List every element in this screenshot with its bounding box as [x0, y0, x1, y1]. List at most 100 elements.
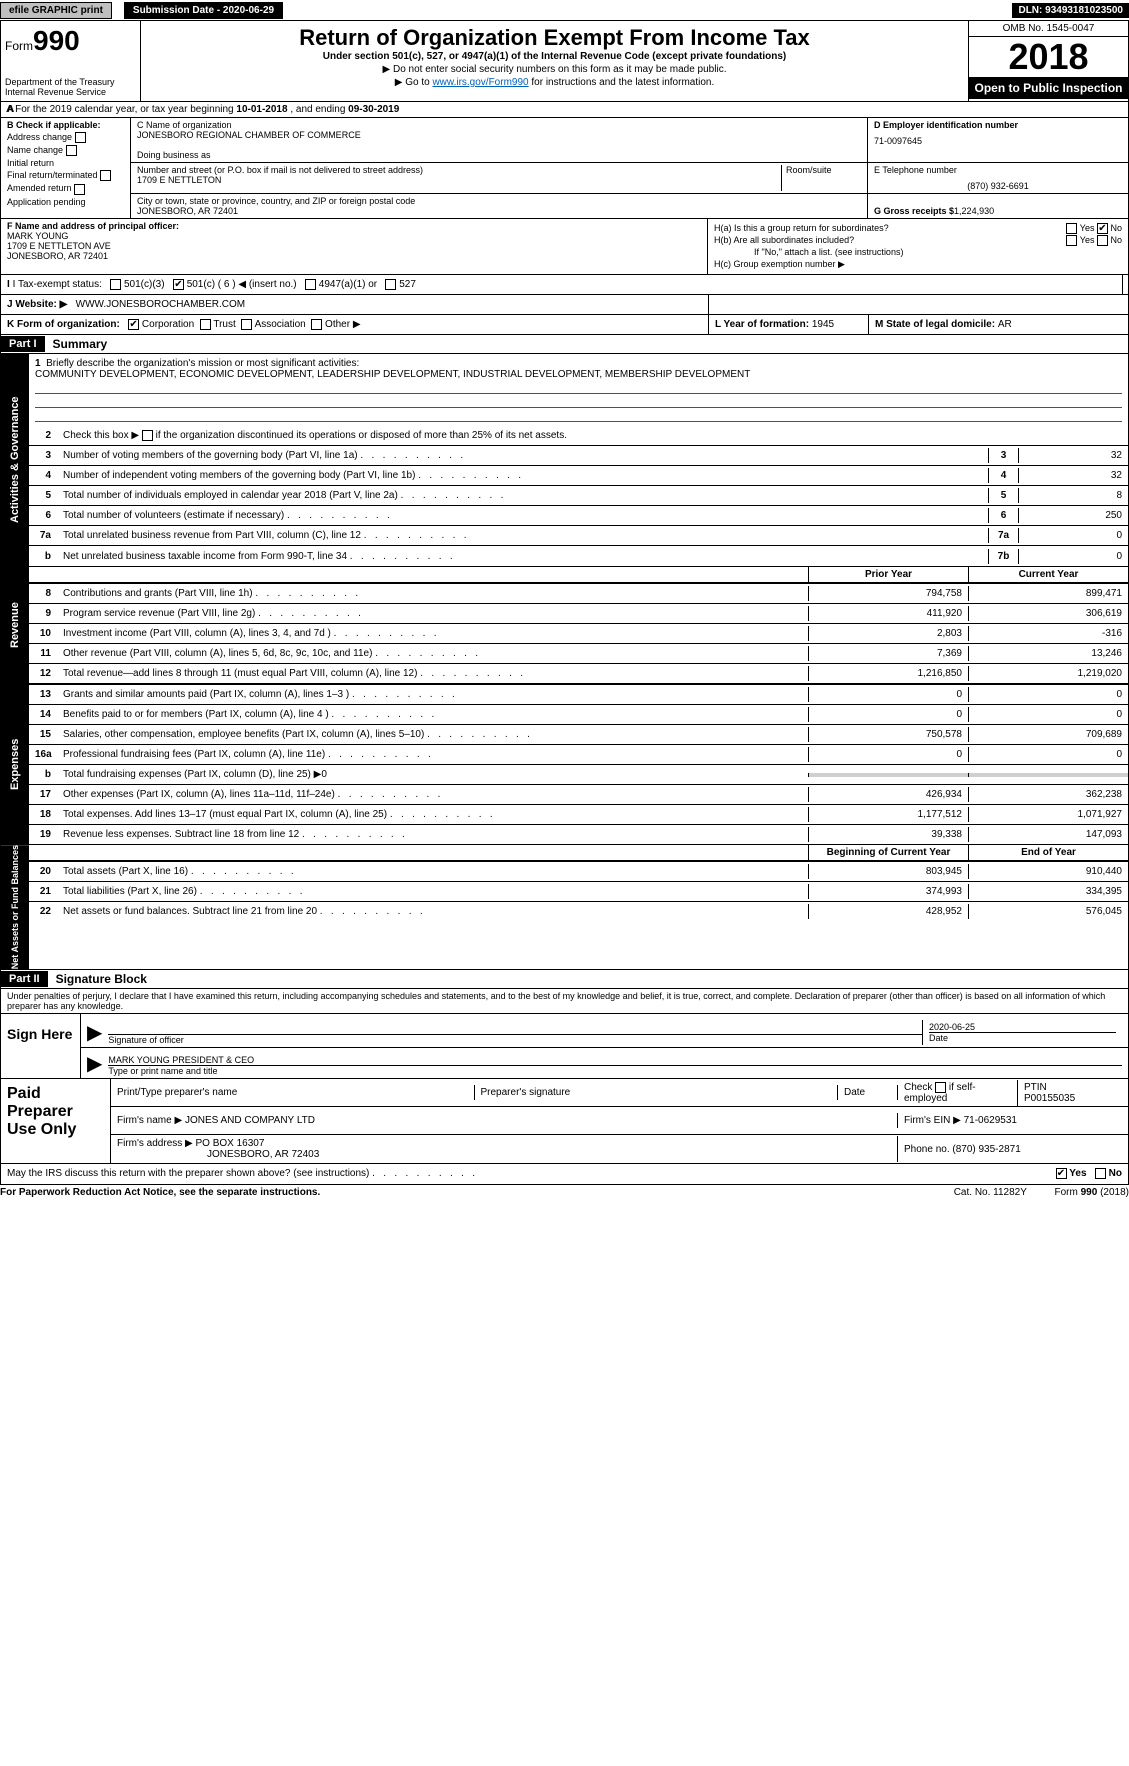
netassets-block: Net Assets or Fund Balances Beginning of… [0, 845, 1129, 970]
form-header: Form990 Department of the Treasury Inter… [0, 20, 1129, 102]
form990-link[interactable]: www.irs.gov/Form990 [432, 77, 528, 88]
paperwork-notice: For Paperwork Reduction Act Notice, see … [0, 1187, 320, 1198]
line-12: 12Total revenue—add lines 8 through 11 (… [29, 663, 1128, 683]
room-suite-label: Room/suite [781, 165, 861, 191]
chk-amended-return[interactable]: Amended return [7, 183, 124, 194]
mission-text: COMMUNITY DEVELOPMENT, ECONOMIC DEVELOPM… [35, 369, 1122, 380]
opt-trust[interactable]: Trust [213, 319, 235, 330]
line-20: 20Total assets (Part X, line 16)803,9459… [29, 861, 1128, 881]
ssn-warning: ▶ Do not enter social security numbers o… [145, 64, 964, 75]
gross-receipts-label: G Gross receipts $ [874, 206, 954, 216]
phone-value: (870) 932-6691 [874, 181, 1122, 191]
opt-501c[interactable]: 501(c) ( 6 ) ◀ (insert no.) [187, 279, 297, 290]
chk-application-pending[interactable]: Application pending [7, 197, 124, 207]
gross-receipts-value: 1,224,930 [954, 206, 994, 216]
city-value: JONESBORO, AR 72401 [137, 206, 861, 216]
line-14: 14Benefits paid to or for members (Part … [29, 704, 1128, 724]
tax-year-row: AA For the 2019 calendar year, or tax ye… [0, 102, 1129, 118]
firm-address: Firm's address ▶ PO BOX 16307 [117, 1138, 891, 1149]
chk-address-change[interactable]: Address change [7, 132, 124, 143]
discontinued-check: Check this box ▶ if the organization dis… [57, 428, 1128, 443]
prep-date-hdr: Date [838, 1085, 898, 1100]
ein-label: D Employer identification number [874, 120, 1018, 130]
opt-association[interactable]: Association [255, 319, 306, 330]
discuss-no-check[interactable] [1095, 1168, 1106, 1179]
part-i-header: Part I Summary [0, 335, 1129, 354]
line-11: 11Other revenue (Part VIII, column (A), … [29, 643, 1128, 663]
page-footer: For Paperwork Reduction Act Notice, see … [0, 1185, 1129, 1200]
summary-line-6: 6Total number of volunteers (estimate if… [29, 506, 1128, 526]
side-expenses: Expenses [1, 684, 29, 844]
opt-501c3[interactable]: 501(c)(3) [124, 279, 165, 290]
sig-date-value: 2020-06-25 [929, 1022, 1116, 1032]
line-10: 10Investment income (Part VIII, column (… [29, 623, 1128, 643]
discuss-row: May the IRS discuss this return with the… [0, 1164, 1129, 1184]
M-label: M State of legal domicile: [875, 319, 998, 330]
prep-name-hdr: Print/Type preparer's name [111, 1085, 475, 1100]
officer-name: MARK YOUNG [7, 231, 68, 241]
side-netassets: Net Assets or Fund Balances [1, 845, 29, 969]
summary-line-3: 3Number of voting members of the governi… [29, 446, 1128, 466]
chk-final-return[interactable]: Final return/terminated [7, 170, 124, 181]
org-info-block: B Check if applicable: Address change Na… [0, 118, 1129, 219]
ptin-value: P00155035 [1024, 1093, 1122, 1104]
side-revenue: Revenue [1, 567, 29, 683]
begin-year-hdr: Beginning of Current Year [808, 845, 968, 860]
street-value: 1709 E NETTLETON [137, 175, 781, 185]
firm-city: JONESBORO, AR 72403 [117, 1149, 891, 1160]
line-15: 15Salaries, other compensation, employee… [29, 724, 1128, 744]
formation-year: 1945 [812, 319, 834, 330]
firm-ein: Firm's EIN ▶ 71-0629531 [898, 1113, 1128, 1128]
firm-name: Firm's name ▶ JONES AND COMPANY LTD [111, 1113, 898, 1128]
chk-name-change[interactable]: Name change [7, 145, 124, 156]
line-18: 18Total expenses. Add lines 13–17 (must … [29, 804, 1128, 824]
submission-date-badge: Submission Date - 2020-06-29 [124, 2, 283, 19]
discuss-yes-check[interactable] [1056, 1168, 1067, 1179]
K-label: K Form of organization: [7, 319, 120, 330]
chk-initial-return[interactable]: Initial return [7, 158, 124, 168]
summary-line-5: 5Total number of individuals employed in… [29, 486, 1128, 506]
open-to-public-badge: Open to Public Inspection [969, 77, 1128, 99]
officer-name-title: MARK YOUNG PRESIDENT & CEO [108, 1055, 1122, 1066]
I-label: I I Tax-exempt status: [7, 279, 102, 290]
line-19: 19Revenue less expenses. Subtract line 1… [29, 824, 1128, 844]
opt-4947[interactable]: 4947(a)(1) or [319, 279, 377, 290]
current-year-hdr: Current Year [968, 567, 1128, 582]
ha-label: H(a) Is this a group return for subordin… [714, 223, 889, 233]
prep-sig-hdr: Preparer's signature [475, 1085, 839, 1100]
return-subtitle: Under section 501(c), 527, or 4947(a)(1)… [145, 51, 964, 62]
website-row: J Website: ▶ WWW.JONESBOROCHAMBER.COM x [0, 295, 1129, 315]
street-label: Number and street (or P.O. box if mail i… [137, 165, 781, 175]
checkbox-column-b: B Check if applicable: Address change Na… [1, 118, 131, 218]
penalties-statement: Under penalties of perjury, I declare th… [0, 989, 1129, 1014]
tax-year: 2018 [969, 37, 1128, 77]
mission-label: Briefly describe the organization's miss… [46, 358, 359, 369]
officer-label: F Name and address of principal officer: [7, 221, 179, 231]
type-name-label: Type or print name and title [108, 1066, 1122, 1076]
self-employed-cell[interactable]: Check if self-employed [898, 1080, 1018, 1106]
org-name-label: C Name of organization [137, 120, 861, 130]
dba-label: Doing business as [137, 150, 861, 160]
L-label: L Year of formation: [715, 319, 812, 330]
paid-preparer-block: Paid Preparer Use Only Print/Type prepar… [0, 1079, 1129, 1164]
firm-phone: Phone no. (870) 935-2871 [898, 1142, 1128, 1157]
activities-governance-block: Activities & Governance 1 Briefly descri… [0, 354, 1129, 567]
top-bar: efile GRAPHIC print Submission Date - 20… [0, 0, 1129, 20]
cat-no: Cat. No. 11282Y [954, 1187, 1027, 1198]
efile-button[interactable]: efile GRAPHIC print [0, 2, 112, 19]
opt-corporation[interactable]: Corporation [142, 319, 194, 330]
website-url: WWW.JONESBOROCHAMBER.COM [76, 299, 245, 310]
domicile-state: AR [998, 319, 1012, 330]
opt-other[interactable]: Other ▶ [325, 319, 360, 330]
opt-527[interactable]: 527 [399, 279, 416, 290]
line-b: bTotal fundraising expenses (Part IX, co… [29, 764, 1128, 784]
expenses-block: Expenses 13Grants and similar amounts pa… [0, 684, 1129, 845]
tax-exempt-row: I I Tax-exempt status: 501(c)(3) 501(c) … [0, 275, 1129, 295]
J-label: J Website: ▶ [7, 299, 67, 310]
line-22: 22Net assets or fund balances. Subtract … [29, 901, 1128, 921]
form-number: Form990 [5, 25, 136, 57]
org-name: JONESBORO REGIONAL CHAMBER OF COMMERCE [137, 130, 861, 140]
return-title: Return of Organization Exempt From Incom… [145, 25, 964, 51]
line-13: 13Grants and similar amounts paid (Part … [29, 684, 1128, 704]
sig-officer-label: Signature of officer [108, 1034, 922, 1045]
